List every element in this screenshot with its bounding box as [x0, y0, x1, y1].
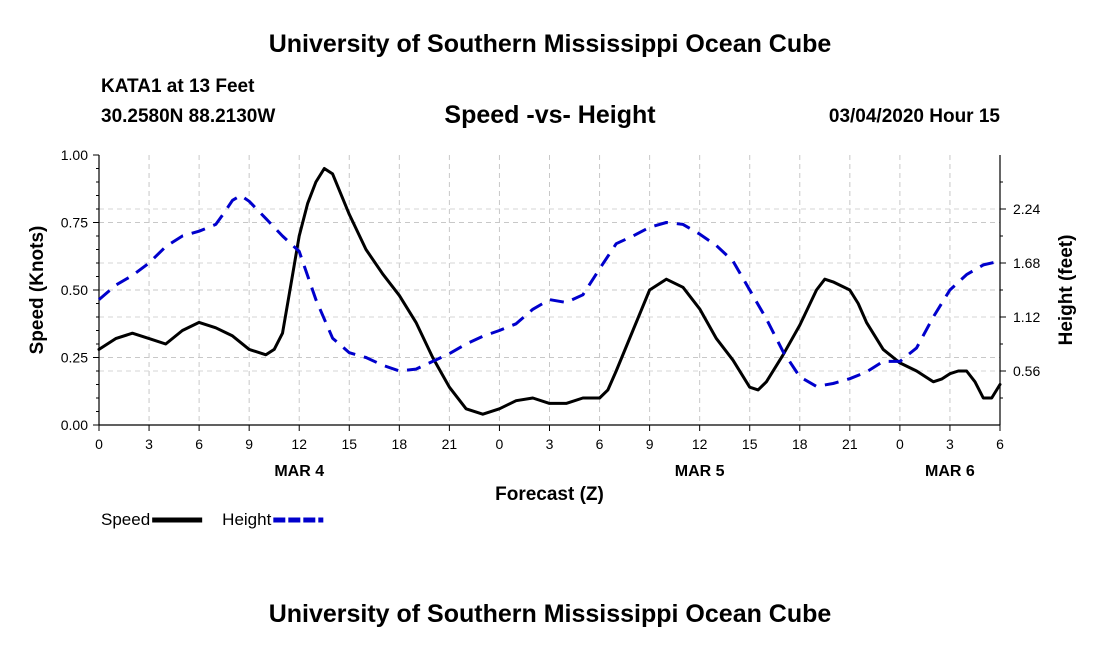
x-tick-label: 0	[496, 436, 504, 452]
x-tick-label: 18	[792, 436, 808, 452]
x-tick-label: 12	[291, 436, 307, 452]
x-tick-label: 0	[896, 436, 904, 452]
x-tick-label: 6	[195, 436, 203, 452]
series-line-speed	[97, 167, 1002, 416]
x-tick-label: 3	[145, 436, 153, 452]
y-tick-label-right: 1.68	[1013, 255, 1040, 271]
x-tick-label: 12	[692, 436, 708, 452]
page-title-top: University of Southern Mississippi Ocean…	[268, 30, 832, 58]
forecast-date: 03/04/2020 Hour 15	[828, 106, 1000, 127]
y-axis-title-right: Height (feet)	[1056, 235, 1077, 346]
legend-label-speed: Speed	[101, 510, 150, 529]
station-label: KATA1 at 13 Feet	[101, 76, 255, 97]
date-label: MAR 5	[675, 463, 725, 480]
legend-label-height: Height	[222, 510, 271, 529]
x-tick-label: 6	[996, 436, 1004, 452]
y-axis-title-left: Speed (Knots)	[27, 226, 48, 355]
x-tick-label: 15	[742, 436, 758, 452]
x-tick-label: 21	[842, 436, 858, 452]
y-tick-label-left: 0.25	[61, 350, 88, 366]
y-tick-label-right: 0.56	[1013, 363, 1040, 379]
y-tick-label-left: 0.50	[61, 282, 88, 298]
x-axis-title: Forecast (Z)	[495, 484, 604, 505]
date-label: MAR 6	[925, 463, 975, 480]
series-line-height	[98, 194, 1001, 388]
x-tick-label: 18	[392, 436, 408, 452]
page-title-bottom: University of Southern Mississippi Ocean…	[268, 600, 832, 628]
x-tick-label: 3	[946, 436, 954, 452]
y-tick-label-left: 0.75	[61, 215, 88, 231]
station-coordinates: 30.2580N 88.2130W	[101, 106, 276, 127]
x-tick-label: 9	[646, 436, 654, 452]
date-label: MAR 4	[274, 463, 324, 480]
chart-title: Speed -vs- Height	[444, 101, 656, 129]
x-tick-label: 0	[95, 436, 103, 452]
x-tick-label: 15	[341, 436, 357, 452]
y-tick-label-right: 1.12	[1013, 309, 1040, 325]
y-tick-label-left: 1.00	[61, 147, 88, 163]
x-tick-label: 3	[546, 436, 554, 452]
x-tick-label: 6	[596, 436, 604, 452]
x-tick-label: 9	[245, 436, 253, 452]
y-tick-label-left: 0.00	[61, 417, 88, 433]
y-tick-label-right: 2.24	[1013, 201, 1040, 217]
x-tick-label: 21	[442, 436, 458, 452]
